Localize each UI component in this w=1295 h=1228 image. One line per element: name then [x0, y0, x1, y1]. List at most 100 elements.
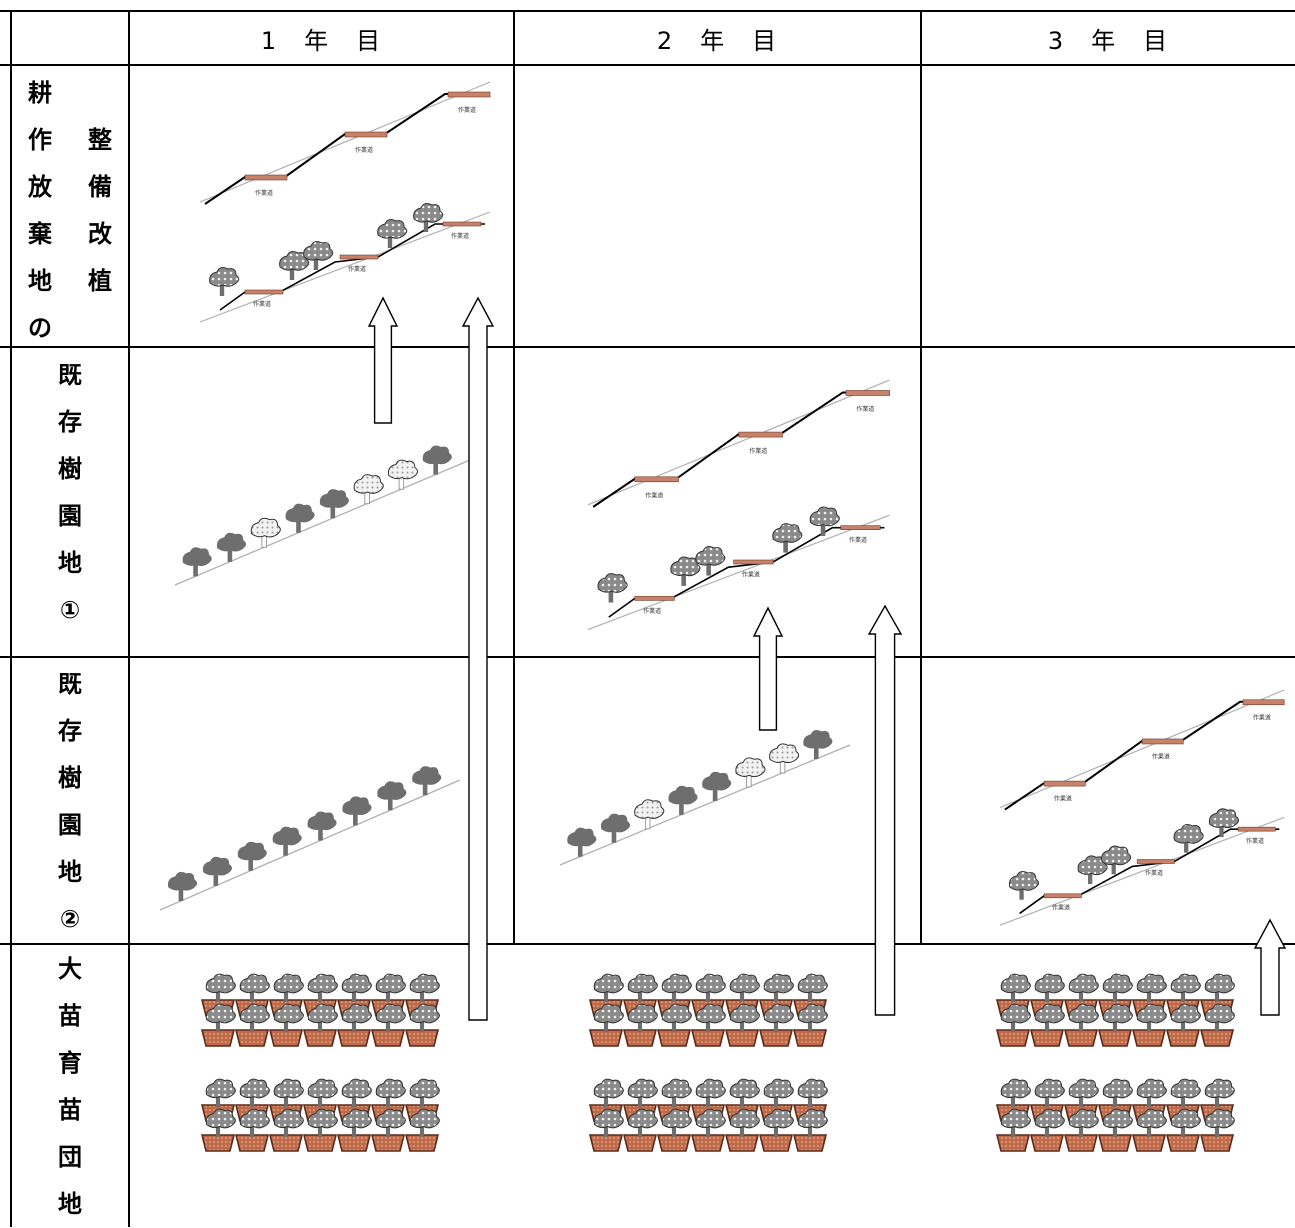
pot-icon — [1131, 1134, 1167, 1152]
tree-icon — [695, 546, 726, 576]
tree-icon — [1102, 973, 1133, 1002]
svg-text:作業道: 作業道 — [849, 536, 867, 544]
pot-icon — [1029, 1029, 1065, 1047]
pot-icon — [758, 1134, 794, 1152]
tree-icon — [661, 1078, 692, 1107]
tree-icon — [627, 1108, 658, 1137]
tree-icon — [167, 871, 198, 902]
tree-icon — [763, 1003, 794, 1032]
upward-arrow-icon — [1253, 918, 1287, 1016]
work-road — [447, 91, 491, 98]
pot-icon — [1029, 1134, 1065, 1152]
tree-icon — [1136, 1078, 1167, 1107]
work-road — [344, 131, 388, 138]
work-road — [1242, 699, 1285, 706]
tree-icon — [377, 781, 407, 811]
tree-icon — [695, 973, 726, 1002]
pot-icon — [690, 1134, 726, 1152]
tree-icon — [1034, 1078, 1065, 1107]
tree-icon — [273, 973, 304, 1002]
tree-icon — [239, 1108, 270, 1137]
nursery-year3 — [995, 973, 1235, 1152]
pot-icon — [792, 1134, 828, 1152]
tree-icon — [661, 1108, 692, 1137]
col-border-1 — [128, 10, 130, 1227]
tree-icon — [772, 523, 803, 553]
col-border-3 — [920, 10, 922, 944]
tree-icon — [668, 785, 698, 815]
tree-icon — [634, 799, 665, 830]
pot-icon — [234, 1029, 270, 1047]
tree-icon — [1136, 973, 1167, 1002]
work-road — [1043, 780, 1086, 787]
tree-icon — [797, 1003, 828, 1032]
tree-icon — [1008, 871, 1040, 900]
tree-icon — [1000, 973, 1031, 1002]
tree-icon — [797, 1108, 828, 1137]
tree-icon — [627, 973, 658, 1002]
pot-icon — [1097, 1134, 1133, 1152]
tree-icon — [1000, 1003, 1031, 1032]
svg-text:作業道: 作業道 — [355, 146, 373, 154]
column-header-year2: 2 年 目 — [656, 26, 779, 55]
pot-icon — [1165, 1029, 1201, 1047]
pot-icon — [404, 1134, 440, 1152]
tree-icon — [1208, 808, 1239, 837]
work-road — [244, 289, 284, 295]
tree-icon — [729, 973, 760, 1002]
tree-icon — [239, 1003, 270, 1032]
tree-icon — [307, 1003, 338, 1032]
tree-icon — [1170, 1108, 1201, 1137]
tree-icon — [797, 973, 828, 1002]
tree-icon — [729, 1108, 760, 1137]
tree-icon — [341, 1003, 372, 1032]
tree-icon — [279, 251, 310, 280]
tree-icon — [1101, 845, 1132, 875]
row-label-abandoned: 耕 作整 放備 棄改 地植 の — [28, 79, 112, 342]
tree-icon — [1204, 1003, 1235, 1032]
tree-icon — [1068, 1003, 1099, 1032]
work-road — [634, 596, 675, 601]
tree-icon — [375, 1108, 406, 1137]
pot-icon — [588, 1134, 624, 1152]
pot-icon — [995, 1029, 1031, 1047]
svg-text:作業道: 作業道 — [643, 607, 661, 615]
row-border-1 — [0, 346, 1295, 348]
svg-text:作業道: 作業道 — [458, 106, 476, 114]
orchard2-year2-illustration — [559, 729, 851, 866]
tree-icon — [342, 796, 372, 826]
tree-icon — [273, 1003, 304, 1032]
pot-icon — [234, 1134, 270, 1152]
upward-arrow-icon — [867, 604, 903, 1016]
tree-icon — [409, 973, 440, 1002]
tree-icon — [627, 1003, 658, 1032]
svg-text:作業道: 作業道 — [856, 405, 874, 413]
work-road — [339, 254, 379, 260]
tree-icon — [273, 1078, 304, 1107]
work-road — [738, 431, 783, 438]
pot-icon — [588, 1029, 624, 1047]
tree-icon — [803, 729, 833, 760]
pot-icon — [370, 1029, 406, 1047]
work-road — [1043, 893, 1082, 899]
tree-icon — [1102, 1078, 1133, 1107]
tree-icon — [413, 203, 444, 232]
pot-icon — [336, 1134, 372, 1152]
column-header-year1: 1 年 目 — [260, 26, 383, 55]
tree-icon — [1102, 1108, 1133, 1137]
tree-icon — [1034, 1108, 1065, 1137]
tree-icon — [735, 757, 766, 788]
tree-icon — [763, 1078, 794, 1107]
table-header-border — [0, 64, 1295, 66]
tree-icon — [205, 1108, 236, 1137]
tree-icon — [627, 1078, 658, 1107]
tree-icon — [307, 973, 338, 1002]
tree-icon — [341, 973, 372, 1002]
tree-icon — [341, 1078, 372, 1107]
upward-arrow-icon — [752, 606, 784, 731]
tree-icon — [593, 1108, 624, 1137]
svg-text:作業道: 作業道 — [348, 265, 366, 273]
